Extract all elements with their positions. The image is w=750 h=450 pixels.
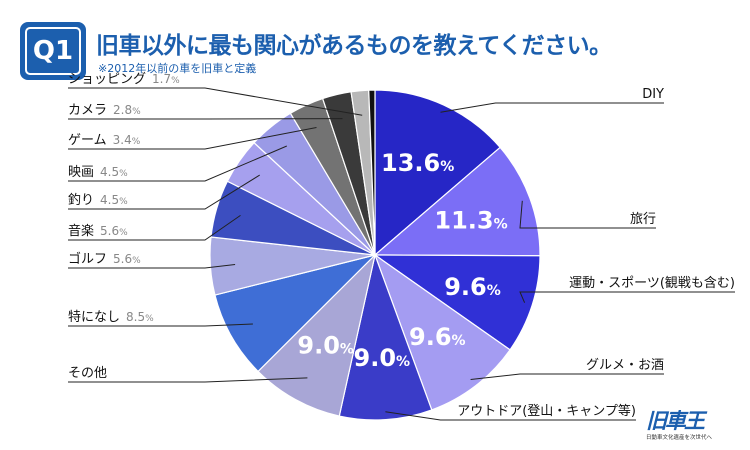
category-label-カメラ: カメラ: [68, 103, 107, 118]
value-label-ゲーム: 3.4%: [113, 133, 141, 147]
category-label-釣り: 釣り: [68, 192, 94, 208]
question-badge: Q1: [20, 22, 86, 80]
leader-line-映画: [68, 145, 287, 182]
value-label-映画: 4.5%: [100, 165, 128, 179]
leader-line-ショッピング: [68, 87, 363, 116]
pie-slice-グルメお酒: [373, 253, 511, 411]
brand-logo-tagline: 日動車文化遺産を次世代へ: [646, 435, 713, 441]
category-label-特になし: 特になし: [68, 310, 120, 325]
category-label-ショッピング: ショッピング: [68, 72, 146, 87]
leader-line-ゲーム: [68, 127, 317, 150]
pie-slice-その他: [257, 253, 377, 417]
category-label-運動スポーツ観戦も含む: 運動・スポーツ(観戦も含む): [569, 275, 735, 291]
leader-line-音楽: [68, 214, 241, 241]
leader-line-釣り: [68, 174, 260, 210]
question-badge-label: Q1: [25, 27, 81, 75]
brand-logo-text: 旧車王: [646, 409, 705, 433]
chart-title: 旧車以外に最も関心があるものを教えてください。: [96, 33, 612, 59]
category-label-映画: 映画: [68, 165, 94, 180]
category-label-アウトドア登山キャンプ等: アウトドア(登山・キャンプ等): [457, 403, 636, 419]
value-label-カメラ: 2.8%: [113, 103, 141, 117]
category-label-DIY: DIY: [642, 87, 664, 102]
chart-note: ※2012年以前の車を旧車と定義: [98, 62, 257, 75]
leader-lines: [68, 87, 735, 421]
value-label-釣り: 4.5%: [100, 193, 128, 207]
category-label-グルメお酒: グルメ・お酒: [586, 358, 664, 373]
pie-slice-特になし: [214, 253, 377, 373]
leader-line-特になし: [68, 323, 253, 327]
value-label-音楽: 5.6%: [100, 224, 128, 238]
category-label-ゴルフ: ゴルフ: [68, 251, 107, 267]
leader-line-ゴルフ: [68, 264, 236, 269]
pie-slice-旅行: [373, 146, 541, 257]
value-label-特になし: 8.5%: [126, 310, 154, 324]
pie-slice-DIY: [374, 89, 501, 257]
leader-line-アウトドア登山キャンプ等: [385, 411, 636, 421]
category-label-旅行: 旅行: [630, 212, 656, 227]
category-label-音楽: 音楽: [68, 223, 94, 239]
leader-line-旅行: [519, 200, 656, 229]
leader-line-その他: [68, 377, 308, 383]
pie-slice-アウトドア登山キャンプ等: [338, 252, 433, 421]
value-label-ゴルフ: 5.6%: [113, 252, 141, 266]
value-label-ショッピング: 1.7%: [152, 72, 180, 86]
category-label-ゲーム: ゲーム: [68, 133, 107, 148]
leader-line-グルメお酒: [470, 373, 664, 380]
brand-logo: 旧車王 日動車文化遺産を次世代へ: [646, 405, 742, 447]
leader-line-運動スポーツ観戦も含む: [519, 291, 735, 303]
pie-slice-運動スポーツ観戦も含む: [373, 254, 541, 351]
leader-line-DIY: [440, 102, 664, 113]
pie-slices: [209, 89, 541, 421]
category-label-その他: その他: [68, 366, 107, 381]
pie-slice-unlabeled: [368, 89, 376, 256]
